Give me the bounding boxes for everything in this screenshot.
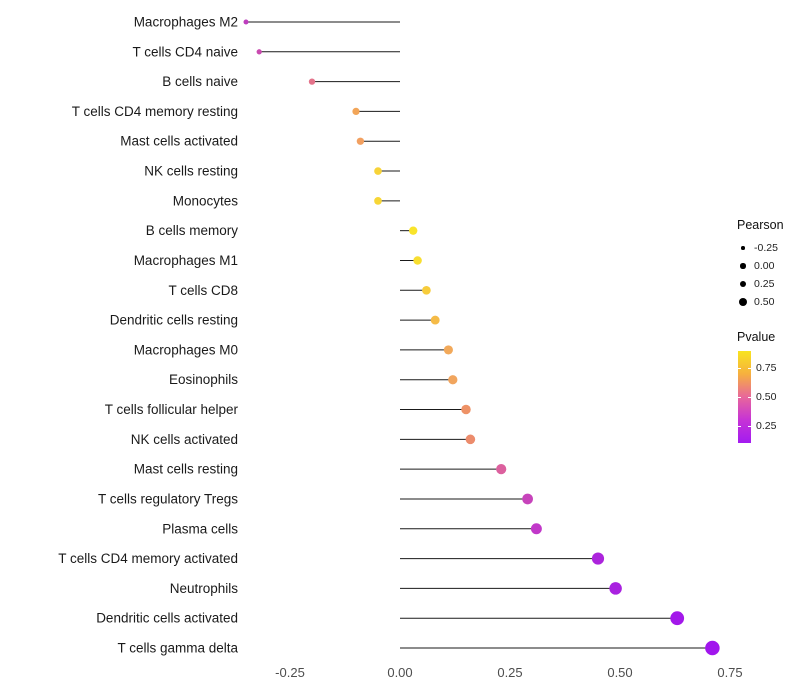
category-label: Dendritic cells activated: [96, 611, 238, 626]
data-point: [591, 552, 605, 565]
legend-size-entry: 0.00: [737, 257, 799, 275]
pvalue-gradient-bar: [738, 351, 751, 443]
pvalue-gradient-tick: [738, 397, 741, 398]
data-point: [243, 19, 249, 25]
category-label: Macrophages M0: [134, 342, 238, 357]
category-label: Neutrophils: [170, 581, 239, 596]
data-point: [448, 375, 458, 385]
data-point: [522, 493, 533, 505]
x-tick-label: -0.25: [275, 665, 305, 680]
x-tick-label: 0.50: [607, 665, 632, 680]
x-tick-label: 0.25: [497, 665, 522, 680]
data-point: [705, 640, 720, 656]
legend-size-dot: [740, 263, 746, 269]
category-label: Eosinophils: [169, 372, 238, 387]
legend-pearson-size: Pearson -0.25 0.00 0.25 0.50: [737, 218, 799, 311]
category-label: B cells memory: [146, 223, 239, 238]
x-tick-label: 0.00: [387, 665, 412, 680]
pvalue-gradient-tick: [738, 426, 741, 428]
legend-pearson-title: Pearson: [737, 218, 784, 232]
pvalue-tick-label: 0.25: [756, 420, 777, 433]
legend-pearson-entries: -0.25 0.00 0.25 0.50: [737, 239, 799, 311]
data-point: [465, 434, 476, 445]
category-label: T cells follicular helper: [105, 402, 239, 417]
data-point: [496, 464, 507, 475]
pvalue-gradient-tick: [738, 367, 741, 369]
data-point: [609, 582, 622, 595]
pvalue-gradient-tick: [748, 426, 751, 428]
pvalue-tick-label: 0.75: [756, 361, 777, 374]
category-label: Dendritic cells resting: [110, 313, 238, 328]
legend-pvalue-color: Pvalue 0.75 0.50 0.25: [737, 330, 799, 443]
category-label: NK cells activated: [131, 432, 238, 447]
category-label: T cells CD4 memory resting: [72, 104, 238, 119]
category-label: T cells gamma delta: [117, 641, 238, 656]
category-label: Mast cells activated: [120, 134, 238, 149]
data-point: [374, 197, 382, 205]
legend-size-label: -0.25: [754, 242, 778, 254]
data-point: [256, 49, 262, 55]
category-label: T cells CD4 memory activated: [58, 551, 238, 566]
legend-size-label: 0.00: [754, 260, 775, 272]
data-point: [374, 167, 382, 175]
pvalue-gradient-tick: [748, 397, 751, 398]
category-label: T cells CD4 naive: [132, 44, 238, 59]
category-label: Mast cells resting: [134, 462, 238, 477]
x-tick-label: 0.75: [717, 665, 742, 680]
legend-pvalue-gradient-wrap: 0.75 0.50 0.25: [737, 351, 799, 443]
data-point: [430, 315, 440, 325]
legend-pvalue-title: Pvalue: [737, 330, 776, 344]
data-point: [670, 611, 685, 626]
category-label: NK cells resting: [144, 164, 238, 179]
data-point: [413, 256, 422, 265]
data-point: [352, 107, 360, 116]
legend-size-dot: [738, 297, 748, 307]
data-point: [308, 78, 316, 85]
data-point: [356, 137, 365, 145]
category-label: Macrophages M1: [134, 253, 238, 268]
data-point: [422, 285, 431, 295]
category-label: Monocytes: [173, 193, 239, 208]
data-point: [409, 226, 418, 235]
legend-size-entry: 0.25: [737, 275, 799, 293]
legend-size-entry: 0.50: [737, 293, 799, 311]
data-point: [461, 404, 471, 415]
legend-size-entry: -0.25: [737, 239, 799, 257]
category-label: Plasma cells: [162, 521, 238, 536]
legend-size-dot: [741, 246, 745, 250]
data-point: [443, 345, 453, 355]
category-label: T cells CD8: [168, 283, 238, 298]
pvalue-gradient-tick: [748, 367, 751, 369]
legend-size-label: 0.25: [754, 278, 775, 290]
category-label: B cells naive: [162, 74, 238, 89]
category-label: Macrophages M2: [134, 15, 238, 30]
legend-size-dot: [739, 280, 747, 288]
data-point: [530, 523, 542, 535]
category-label: T cells regulatory Tregs: [98, 491, 238, 506]
pvalue-tick-label: 0.50: [756, 391, 777, 403]
legend-size-label: 0.50: [754, 296, 775, 308]
